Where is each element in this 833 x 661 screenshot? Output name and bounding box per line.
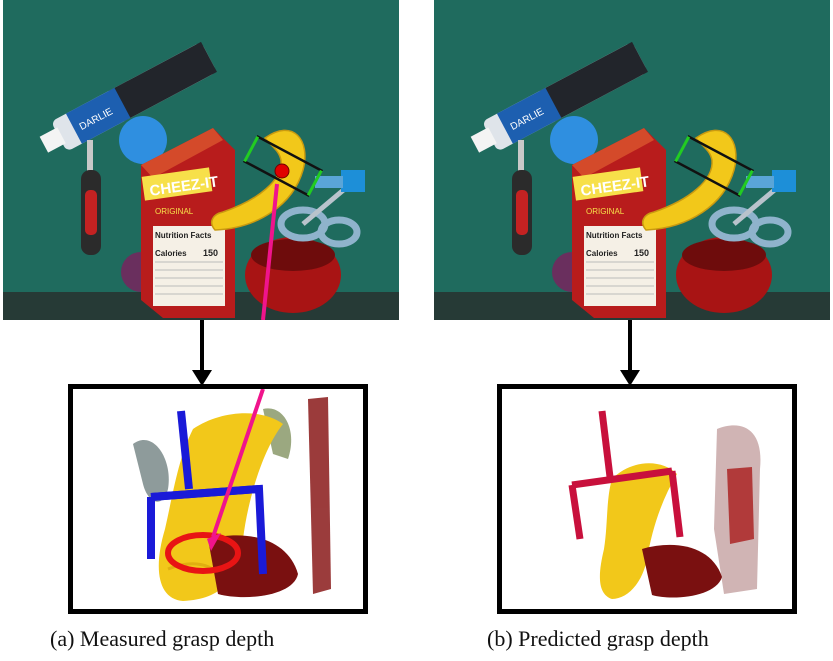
cracker-box: CHEEZ-IT ORIGINAL Nutrition Facts Calori… bbox=[141, 128, 235, 318]
grasp-center-marker bbox=[274, 163, 290, 179]
banana bbox=[642, 129, 737, 231]
box-label-text: ORIGINAL bbox=[586, 207, 625, 216]
grasp-rectangle-overlay bbox=[673, 135, 755, 197]
point-cloud-banana bbox=[599, 463, 677, 599]
point-cloud-background bbox=[714, 425, 761, 594]
caption-a: (a) Measured grasp depth bbox=[50, 626, 274, 652]
nutrition-title-text: Nutrition Facts bbox=[155, 231, 212, 240]
grasp-depth-highlight-ellipse bbox=[165, 532, 241, 574]
down-arrow-b bbox=[620, 320, 640, 386]
rgb-scene-photo-a: DARLIE CHEEZ-IT ORIGINAL Nutrition Facts… bbox=[3, 0, 399, 320]
banana bbox=[211, 129, 306, 231]
pointer-arrow-lower bbox=[211, 389, 265, 538]
caption-a-text: Measured grasp depth bbox=[79, 626, 275, 651]
scissors bbox=[277, 180, 361, 248]
toothpaste-tube: DARLIE bbox=[39, 41, 217, 153]
down-arrow-a bbox=[192, 320, 212, 386]
calories-value-text: 150 bbox=[634, 248, 649, 258]
red-mug bbox=[676, 237, 772, 313]
caption-a-marker: (a) bbox=[50, 626, 75, 651]
point-cloud-panel-b bbox=[497, 384, 797, 614]
calories-label-text: Calories bbox=[586, 249, 618, 258]
point-cloud-mug bbox=[642, 544, 722, 598]
caption-b-text: Predicted grasp depth bbox=[518, 626, 709, 651]
rgb-scene-photo-b: DARLIE CHEEZ-IT ORIGINAL Nutrition Facts… bbox=[434, 0, 830, 320]
pointer-arrow-upper bbox=[261, 183, 279, 320]
point-cloud-panel-a bbox=[68, 384, 368, 614]
blue-block bbox=[772, 170, 796, 192]
toothpaste-tube: DARLIE bbox=[470, 41, 648, 153]
caption-b-marker: (b) bbox=[487, 626, 513, 651]
cracker-box: CHEEZ-IT ORIGINAL Nutrition Facts Calori… bbox=[572, 128, 666, 318]
point-cloud-mug bbox=[208, 535, 298, 598]
grasp-rectangle-overlay bbox=[242, 135, 324, 197]
calories-value-text: 150 bbox=[203, 248, 218, 258]
screwdriver bbox=[81, 140, 101, 255]
box-label-text: ORIGINAL bbox=[155, 207, 194, 216]
screwdriver bbox=[512, 140, 532, 255]
nutrition-title-text: Nutrition Facts bbox=[586, 231, 643, 240]
caption-b: (b) Predicted grasp depth bbox=[487, 626, 709, 652]
red-mug bbox=[245, 237, 341, 313]
blue-block bbox=[341, 170, 365, 192]
blue-ball bbox=[119, 116, 167, 164]
gripper-predicted bbox=[568, 410, 684, 540]
blue-ball bbox=[550, 116, 598, 164]
gripper-measured bbox=[147, 410, 267, 575]
calories-label-text: Calories bbox=[155, 249, 187, 258]
